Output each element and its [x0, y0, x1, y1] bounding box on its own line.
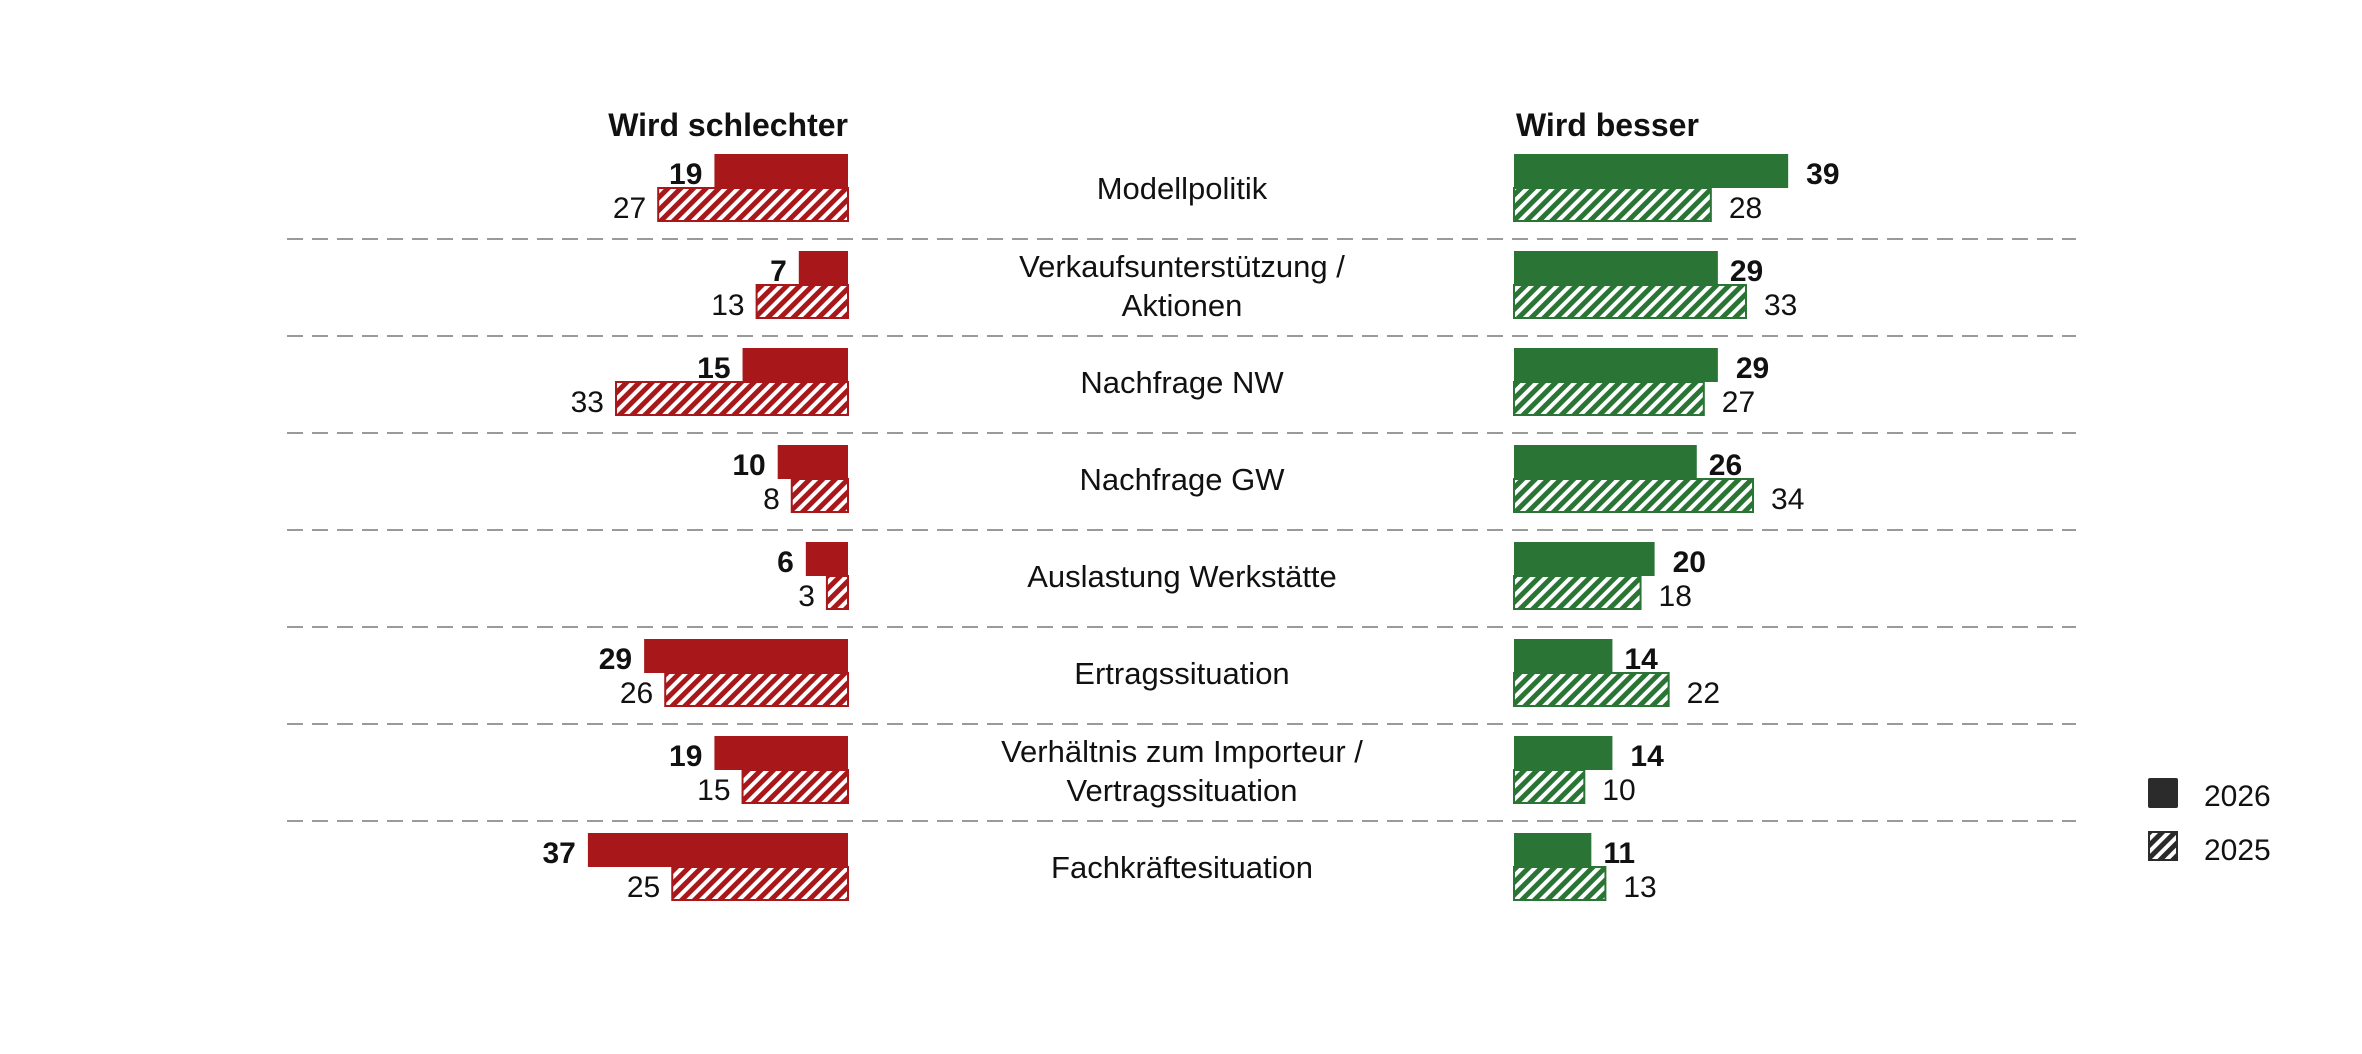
value-better-2025: 27 [1722, 386, 1755, 419]
bar-better-2026 [1514, 542, 1655, 576]
category-label: Aktionen [1122, 288, 1243, 323]
value-better-2026: 14 [1630, 740, 1664, 773]
bar-worse-2026 [777, 445, 848, 479]
category-label: Auslastung Werkstätte [1027, 559, 1337, 594]
legend-label-2025: 2025 [2204, 834, 2271, 867]
category-label: Nachfrage NW [1080, 365, 1284, 400]
bar-worse-2026 [798, 251, 848, 285]
legend: 2026 2025 [2148, 778, 2271, 867]
bar-worse-2026 [805, 542, 848, 576]
chart-rows: 19273928Modellpolitik7132933Verkaufsunte… [287, 154, 2076, 904]
legend-label-2026: 2026 [2204, 780, 2271, 813]
bar-worse-2025 [664, 672, 849, 707]
category-label: Nachfrage GW [1079, 462, 1285, 497]
bar-worse-2025 [825, 575, 849, 610]
value-worse-2025: 27 [613, 192, 646, 225]
bar-better-2025 [1513, 575, 1642, 610]
bar-better-2026 [1514, 639, 1613, 673]
category-label: Vertragssituation [1067, 773, 1298, 808]
value-better-2025: 13 [1623, 871, 1656, 904]
bar-worse-2026 [742, 348, 848, 382]
bar-worse-2025 [790, 478, 850, 513]
bar-better-2026 [1514, 251, 1718, 285]
value-better-2026: 29 [1730, 255, 1763, 288]
value-worse-2025: 8 [763, 483, 780, 516]
value-worse-2025: 25 [627, 871, 660, 904]
value-better-2026: 14 [1624, 643, 1658, 676]
value-better-2025: 22 [1687, 677, 1720, 710]
category-label: Modellpolitik [1097, 171, 1268, 206]
bar-worse-2025 [755, 284, 849, 319]
category-label: Verhältnis zum Importeur / [1001, 734, 1363, 769]
value-worse-2025: 3 [798, 580, 815, 613]
bar-worse-2025 [671, 866, 849, 901]
bar-better-2025 [1513, 769, 1586, 804]
legend-swatch-2026 [2148, 778, 2178, 808]
value-worse-2026: 7 [770, 255, 787, 288]
category-label: Ertragssituation [1074, 656, 1289, 691]
value-better-2025: 33 [1764, 289, 1797, 322]
value-worse-2025: 13 [711, 289, 744, 322]
value-worse-2026: 19 [669, 158, 702, 191]
value-worse-2025: 33 [571, 386, 604, 419]
bar-better-2025 [1513, 672, 1670, 707]
value-better-2026: 29 [1736, 352, 1769, 385]
bar-better-2026 [1514, 154, 1789, 188]
value-better-2025: 28 [1729, 192, 1762, 225]
bar-worse-2026 [714, 154, 848, 188]
legend-swatch-2025 [2148, 831, 2178, 861]
header-better: Wird besser [1516, 107, 1699, 143]
bar-better-2026 [1514, 833, 1592, 867]
bar-worse-2025 [741, 769, 849, 804]
value-better-2026: 26 [1709, 449, 1742, 482]
bar-worse-2025 [657, 187, 849, 222]
value-worse-2026: 6 [777, 546, 794, 579]
value-worse-2026: 37 [543, 837, 576, 870]
bar-better-2025 [1513, 187, 1712, 222]
value-better-2025: 18 [1659, 580, 1692, 613]
value-better-2026: 20 [1673, 546, 1706, 579]
bar-better-2025 [1513, 381, 1705, 416]
bar-worse-2025 [615, 381, 850, 416]
bar-worse-2026 [587, 833, 848, 867]
value-worse-2025: 15 [697, 774, 730, 807]
category-label: Fachkräftesituation [1051, 850, 1313, 885]
value-worse-2026: 10 [732, 449, 765, 482]
bar-worse-2026 [644, 639, 848, 673]
value-better-2025: 10 [1602, 774, 1635, 807]
bar-better-2026 [1514, 445, 1697, 479]
header-worse: Wird schlechter [608, 107, 848, 143]
bar-better-2026 [1514, 348, 1718, 382]
bar-better-2026 [1514, 736, 1613, 770]
value-better-2025: 34 [1771, 483, 1804, 516]
bar-better-2025 [1513, 284, 1747, 319]
value-worse-2026: 19 [669, 740, 702, 773]
value-worse-2025: 26 [620, 677, 653, 710]
bar-worse-2026 [714, 736, 848, 770]
bar-better-2025 [1513, 478, 1755, 513]
value-worse-2026: 15 [697, 352, 730, 385]
value-better-2026: 11 [1603, 837, 1635, 870]
value-better-2026: 39 [1806, 158, 1839, 191]
value-worse-2026: 29 [599, 643, 632, 676]
category-label: Verkaufsunterstützung / [1019, 249, 1345, 284]
bar-better-2025 [1513, 866, 1607, 901]
